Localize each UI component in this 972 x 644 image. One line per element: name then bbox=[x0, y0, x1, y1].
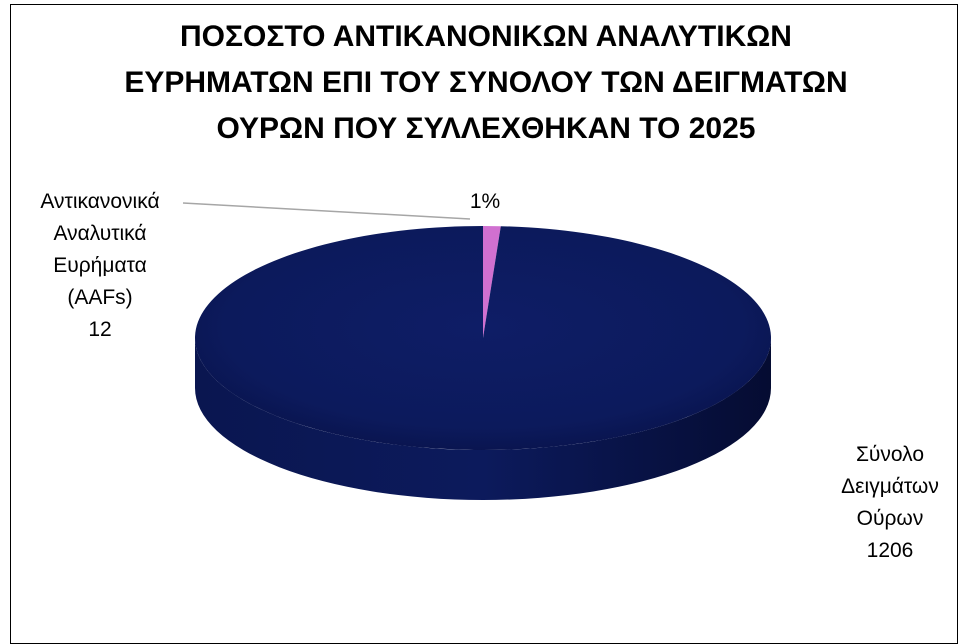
aafs-label-line-4: (AAFs) bbox=[67, 286, 133, 309]
total-label-line-1: Σύνολο bbox=[855, 443, 925, 466]
total-slice-label: Σύνολο Δειγμάτων Ούρων 1206 bbox=[800, 439, 972, 567]
leader-line bbox=[182, 202, 471, 220]
total-label-line-3: Ούρων bbox=[856, 507, 924, 530]
pie-slice-aafs bbox=[483, 226, 501, 338]
title-line-3: ΟΥΡΩΝ ΠΟΥ ΣΥΛΛΕΧΘΗΚΑΝ ΤΟ 2025 bbox=[216, 112, 756, 145]
aafs-percent-label: 1% bbox=[469, 190, 501, 213]
pie-chart bbox=[182, 202, 772, 500]
title-line-1: ΠΟΣΟΣΤΟ ΑΝΤΙΚΑΝΟΝΙΚΩΝ ΑΝΑΛΥΤΙΚΩΝ bbox=[180, 20, 792, 53]
aafs-value-label: 12 bbox=[88, 318, 112, 341]
total-value-label: 1206 bbox=[866, 539, 914, 562]
aafs-label-line-2: Αναλυτικά bbox=[53, 222, 147, 245]
title-line-2: ΕΥΡΗΜΑΤΩΝ ΕΠΙ ΤΟΥ ΣΥΝΟΛΟΥ ΤΩΝ ΔΕΙΓΜΑΤΩΝ bbox=[124, 66, 848, 99]
total-label-line-2: Δειγμάτων bbox=[841, 475, 939, 498]
pie-side-wall bbox=[195, 338, 771, 500]
chart-title: ΠΟΣΟΣΤΟ ΑΝΤΙΚΑΝΟΝΙΚΩΝ ΑΝΑΛΥΤΙΚΩΝ ΕΥΡΗΜΑΤ… bbox=[0, 14, 972, 152]
aafs-label-line-3: Ευρήματα bbox=[53, 254, 147, 277]
aafs-slice-label: Αντικανονικά Αναλυτικά Ευρήματα (AAFs) 1… bbox=[10, 186, 190, 346]
aafs-label-line-1: Αντικανονικά bbox=[40, 190, 160, 213]
pie-slice-total bbox=[195, 226, 772, 451]
